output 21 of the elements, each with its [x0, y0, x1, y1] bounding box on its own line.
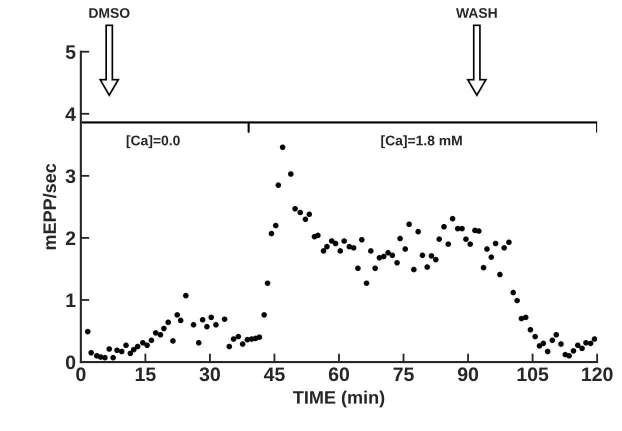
y-tick-label: 2 [66, 231, 76, 245]
x-tick-label: 75 [394, 368, 414, 382]
x-tick-label: 15 [136, 368, 156, 382]
y-tick-label: 3 [66, 169, 76, 184]
x-tick-label: 105 [518, 367, 548, 382]
x-tick-label: 45 [264, 368, 285, 382]
x-tick-label: 120 [582, 367, 613, 382]
y-axis-title: mEPP/sec [42, 164, 56, 250]
x-tick-label: 0 [76, 367, 86, 382]
annotation: [Ca]=0.0 [126, 135, 180, 148]
x-axis-title: TIME (min) [293, 390, 384, 408]
x-tick-label: 90 [458, 367, 478, 382]
y-tick-label: 5 [66, 45, 76, 59]
text: DMSO [89, 8, 130, 18]
y-tick-label: 1 [66, 294, 76, 308]
annotation: [Ca]=1.8 mM [381, 135, 462, 148]
y-tick-label: 4 [65, 107, 76, 121]
x-tick-label: 30 [200, 367, 220, 382]
text: WASH [456, 8, 497, 18]
y-tick-label: 0 [66, 356, 76, 370]
x-tick-label: 60 [328, 367, 350, 382]
